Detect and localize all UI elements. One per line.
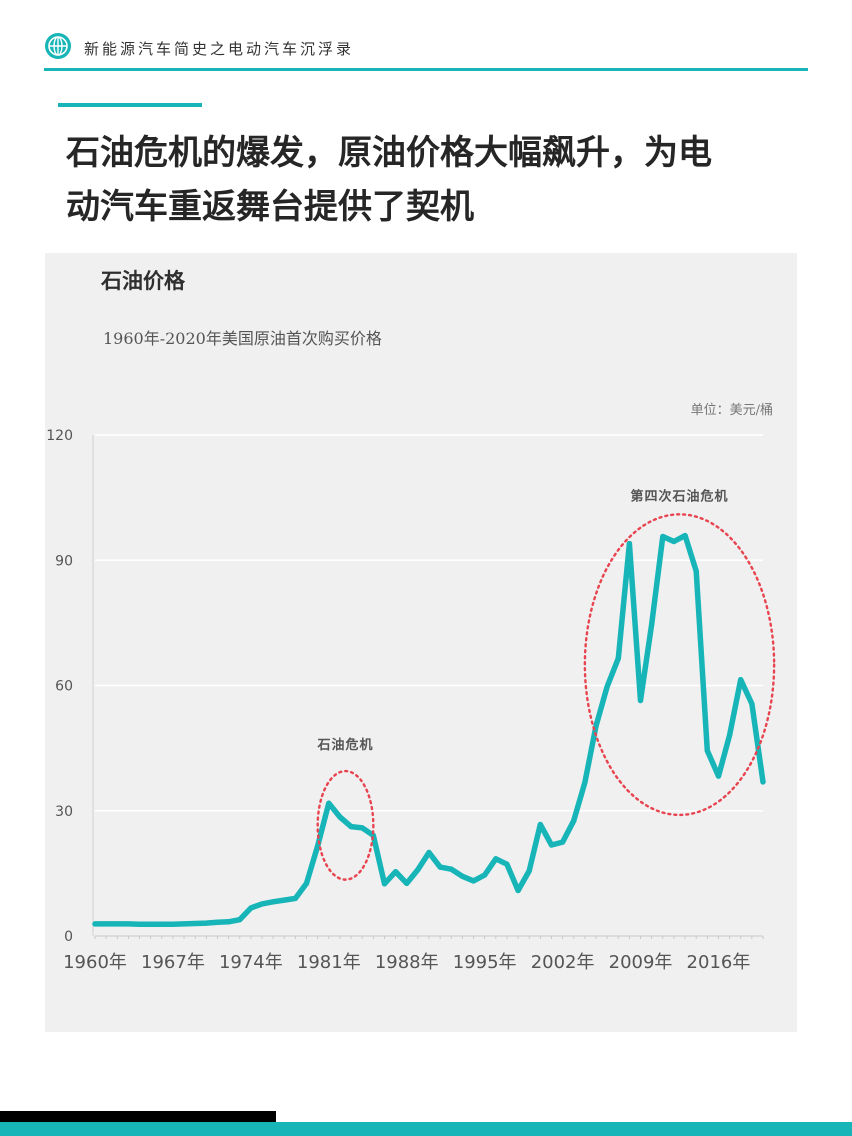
data-point [170, 921, 176, 927]
data-point [415, 867, 421, 873]
header-title: 新能源汽车简史之电动汽车沉浮录 [84, 40, 355, 58]
chart-title: 石油价格 [101, 269, 185, 293]
title-accent-bar [58, 103, 202, 107]
data-point [192, 920, 198, 927]
x-tick-label: 1995年 [453, 952, 517, 973]
data-point [381, 881, 388, 887]
data-point [404, 880, 410, 886]
data-point [537, 821, 543, 828]
x-tick-label: 2009年 [609, 952, 673, 973]
data-point [582, 779, 588, 785]
data-point [337, 814, 343, 820]
page-title-line-2: 动汽车重返舞台提供了契机 [66, 187, 474, 227]
oil-price-chart: 0 30 60 90 120 1960年 1967年 1974年 1981年 1988年 1995年… [46, 428, 776, 973]
data-point [560, 839, 566, 845]
data-point [214, 919, 221, 925]
data-point [103, 921, 109, 927]
annotation-ellipse [583, 513, 776, 817]
data-point [738, 677, 744, 683]
annotation-label: 第四次石油危机 [630, 488, 728, 504]
unit-label: 单位：美元/桶 [690, 403, 773, 418]
x-tick-label: 2016年 [687, 952, 751, 973]
page-title-line-1: 石油危机的爆发，原油价格大幅飙升，为电 [66, 133, 712, 173]
y-tick-label: 60 [55, 679, 73, 695]
data-point [203, 920, 209, 926]
data-point [649, 621, 655, 627]
data-point [626, 540, 633, 547]
data-point [504, 861, 510, 867]
data-point [526, 868, 532, 874]
x-tick-label: 1960年 [63, 952, 127, 973]
data-point [693, 568, 699, 574]
data-point [571, 818, 577, 824]
x-tick-label: 2002年 [531, 952, 595, 973]
data-point [259, 901, 265, 907]
chart-panel: 石油价格 1960年-2020年美国原油首次购买价格 单位：美元/桶 0 30 60… [45, 253, 797, 1032]
y-tick-label: 90 [55, 553, 73, 569]
data-point [326, 800, 332, 806]
y-tick-label: 120 [46, 428, 73, 444]
data-point [727, 732, 733, 738]
data-point [604, 684, 610, 690]
header-divider [44, 68, 808, 71]
data-point [448, 866, 454, 872]
x-tick-label: 1967年 [141, 952, 205, 973]
x-tick-label: 1988年 [375, 952, 439, 973]
data-point [226, 919, 232, 925]
data-point [348, 824, 354, 830]
data-point [281, 897, 287, 903]
data-point [393, 869, 399, 875]
data-point [148, 921, 154, 927]
data-point [548, 842, 555, 848]
globe-icon [45, 33, 71, 59]
data-point [704, 748, 710, 754]
data-point [671, 538, 677, 545]
data-point [493, 856, 499, 862]
data-point [270, 899, 276, 905]
data-point [637, 697, 644, 704]
data-point [181, 921, 187, 927]
data-point [237, 917, 243, 923]
data-point [248, 905, 254, 911]
series-line [92, 532, 766, 928]
data-point [660, 533, 666, 540]
y-tick-label: 0 [64, 929, 73, 945]
data-point [92, 921, 98, 927]
data-point [437, 864, 443, 870]
data-point [136, 921, 143, 927]
data-point [303, 880, 310, 886]
data-point [515, 887, 521, 894]
footer-bar-black [0, 1111, 276, 1122]
data-point [292, 895, 298, 902]
data-point [682, 533, 688, 539]
data-point [159, 921, 165, 927]
chart-subtitle: 1960年-2020年美国原油首次购买价格 [103, 329, 382, 348]
data-point [615, 655, 621, 661]
data-point [114, 921, 120, 927]
data-point [125, 921, 131, 927]
annotation-label: 石油危机 [316, 737, 373, 753]
x-tick-label: 1981年 [297, 952, 361, 973]
data-point [749, 701, 755, 707]
page-title: 石油危机的爆发，原油价格大幅飙升，为电 动汽车重返舞台提供了契机 [66, 126, 806, 234]
data-point [715, 773, 722, 779]
y-tick-label: 30 [55, 804, 73, 820]
footer-bar-teal [0, 1122, 852, 1136]
data-point [459, 873, 465, 879]
data-point [760, 779, 766, 785]
data-point [470, 878, 477, 884]
page-header: 新能源汽车简史之电动汽车沉浮录 [44, 30, 808, 70]
data-point [359, 825, 365, 831]
annotation-ellipse [316, 769, 375, 881]
x-tick-label: 1974年 [219, 952, 283, 973]
data-point [426, 849, 432, 856]
data-point [482, 872, 488, 878]
